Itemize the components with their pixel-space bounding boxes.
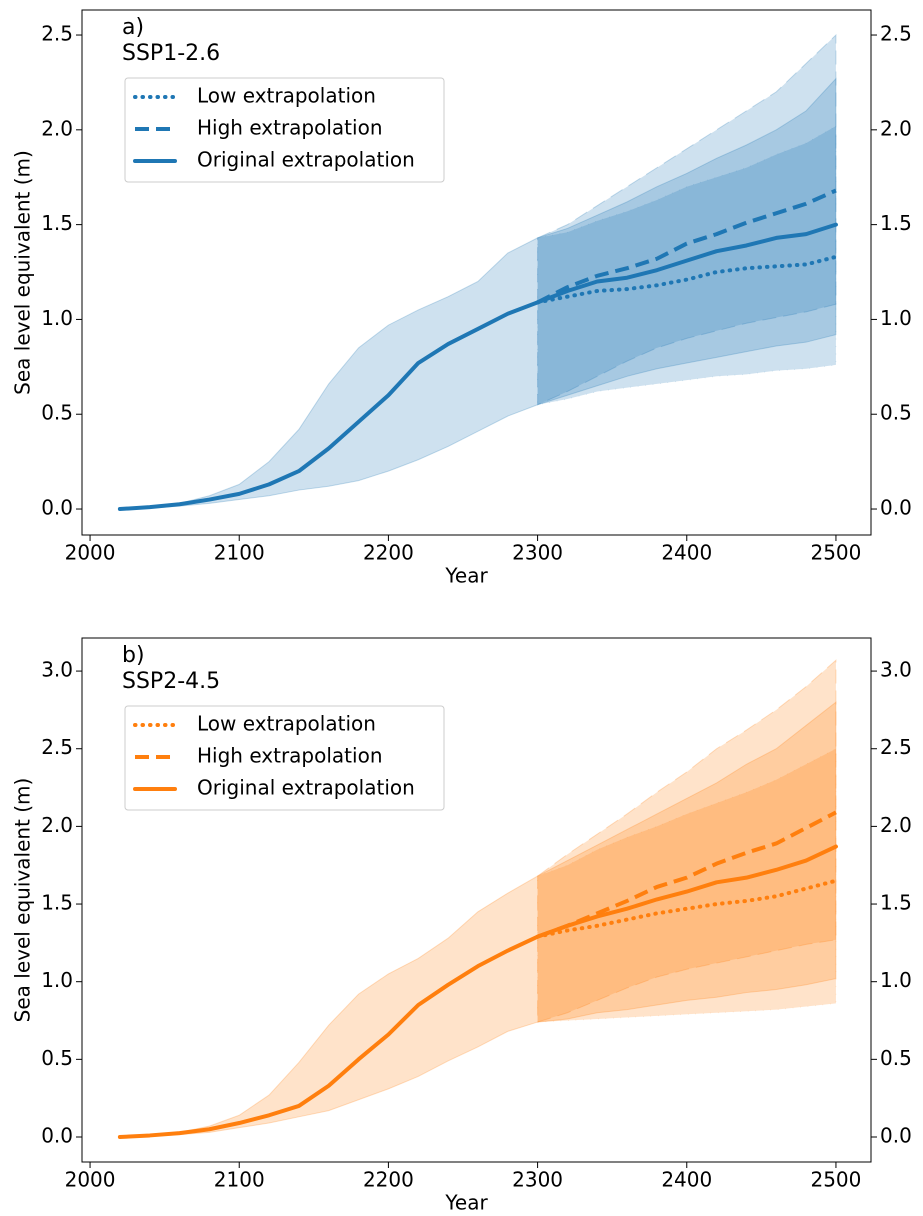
uncertainty-band <box>537 747 837 1023</box>
y-tick-label: 1.5 <box>41 211 73 235</box>
x-axis-label: Year <box>444 564 488 588</box>
y-tick-label: 1.0 <box>41 306 73 330</box>
y-tick-label-right: 0.5 <box>880 401 912 425</box>
x-axis-label: Year <box>444 1191 488 1215</box>
x-tick-label: 2300 <box>512 541 563 565</box>
series-line <box>535 878 838 939</box>
y-tick-label: 0.0 <box>41 496 73 520</box>
y-tick-label: 0.5 <box>41 1046 73 1070</box>
x-tick-label: 2200 <box>363 541 414 565</box>
y-tick-label: 2.5 <box>41 22 73 46</box>
y-tick-label-right: 0.0 <box>880 496 912 520</box>
y-tick-label: 2.0 <box>41 116 73 140</box>
uncertainty-band <box>119 701 837 1138</box>
x-tick-label: 2500 <box>810 1168 861 1192</box>
axes-frame <box>81 637 872 1163</box>
x-tick-label: 2000 <box>65 541 116 565</box>
legend-label: Low extrapolation <box>197 84 376 108</box>
plot-area <box>117 659 838 1139</box>
y-tick-label-right: 0.0 <box>880 1123 912 1147</box>
series-line <box>536 188 837 305</box>
y-tick-label: 0.5 <box>41 401 73 425</box>
legend-box <box>124 77 445 183</box>
y-axis-label: Sea level equivalent (m) <box>11 778 35 1023</box>
marks <box>117 659 838 1139</box>
y-tick-label-right: 1.0 <box>880 968 912 992</box>
y-tick-label-right: 0.5 <box>880 1046 912 1070</box>
panel-title: SSP1-2.6 <box>122 41 220 66</box>
y-tick-label: 3.0 <box>41 658 73 682</box>
series-line <box>535 254 838 305</box>
y-tick-label-right: 1.0 <box>880 306 912 330</box>
x-tick-label: 2400 <box>661 1168 712 1192</box>
x-tick-label: 2200 <box>363 1168 414 1192</box>
legend-label: High extrapolation <box>197 116 383 140</box>
y-axis-label: Sea level equivalent (m) <box>11 150 35 395</box>
legend-label: Original extrapolation <box>197 776 415 800</box>
y-tick-label-right: 2.5 <box>880 735 912 759</box>
uncertainty-band <box>537 125 837 406</box>
uncertainty-band <box>119 77 837 510</box>
y-tick-label: 1.0 <box>41 968 73 992</box>
uncertainty-band <box>537 33 837 406</box>
x-tick-label: 2300 <box>512 1168 563 1192</box>
y-tick-label-right: 3.0 <box>880 658 912 682</box>
series-line <box>117 222 838 512</box>
x-tick-label: 2500 <box>810 541 861 565</box>
x-tick-label: 2100 <box>214 541 265 565</box>
y-tick-label: 1.5 <box>41 891 73 915</box>
marks <box>117 33 838 512</box>
uncertainty-band <box>537 659 837 1023</box>
y-tick-label-right: 1.5 <box>880 891 912 915</box>
legend-label: Low extrapolation <box>197 712 376 736</box>
y-tick-label-right: 2.5 <box>880 22 912 46</box>
y-tick-label: 2.0 <box>41 813 73 837</box>
legend-label: Original extrapolation <box>197 148 415 172</box>
y-tick-label-right: 1.5 <box>880 211 912 235</box>
x-tick-label: 2400 <box>661 541 712 565</box>
legend-label: High extrapolation <box>197 744 383 768</box>
panel-title: SSP2-4.5 <box>122 669 220 694</box>
panel-label: b) <box>122 643 145 668</box>
x-tick-label: 2000 <box>65 1168 116 1192</box>
y-tick-label: 2.5 <box>41 735 73 759</box>
axes-frame <box>81 9 872 536</box>
y-tick-label-right: 2.0 <box>880 116 912 140</box>
panel-label: a) <box>122 15 144 40</box>
y-tick-label: 0.0 <box>41 1123 73 1147</box>
series-line <box>117 844 838 1139</box>
legend-box <box>124 705 445 811</box>
x-tick-label: 2100 <box>214 1168 265 1192</box>
plot-area <box>117 33 838 512</box>
y-tick-label-right: 2.0 <box>880 813 912 837</box>
